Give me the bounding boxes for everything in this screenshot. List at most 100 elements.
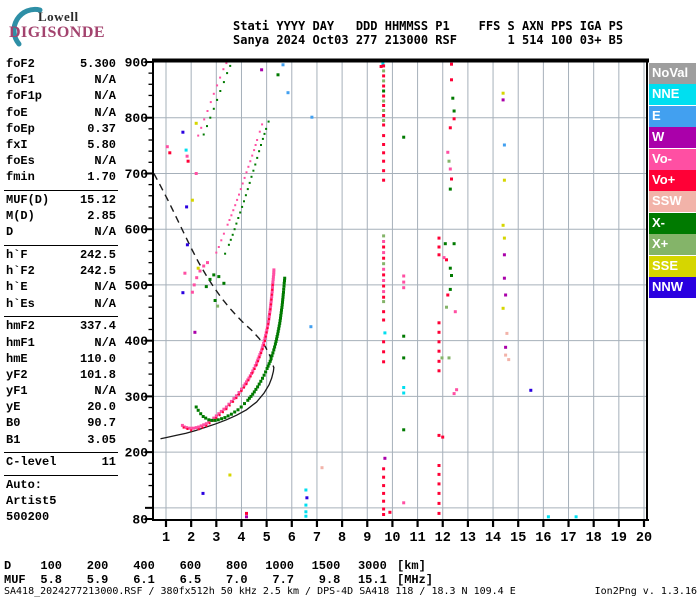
svg-text:15: 15 bbox=[510, 531, 526, 546]
svg-text:7: 7 bbox=[313, 531, 321, 546]
header-field-names: Stati YYYY DAY DDD HHMMSS P1 FFS S AXN P… bbox=[233, 19, 624, 33]
param-value: 242.5 bbox=[79, 248, 116, 263]
svg-text:14: 14 bbox=[485, 531, 501, 546]
param-value: 0.37 bbox=[87, 121, 116, 136]
trace-second-hop-x bbox=[224, 120, 270, 255]
param-value: N/A bbox=[94, 89, 116, 104]
auto-block-line: Auto: bbox=[6, 478, 43, 492]
param-row-ye: yE 20.0 bbox=[6, 400, 116, 416]
param-label: yF1 bbox=[6, 384, 28, 399]
row-value: 1000 bbox=[265, 559, 294, 573]
param-value: N/A bbox=[94, 73, 116, 88]
row-value: 7.0 bbox=[225, 572, 248, 587]
svg-text:18: 18 bbox=[586, 531, 602, 546]
row-value: 100 bbox=[40, 559, 62, 573]
param-value: 90.7 bbox=[87, 416, 116, 431]
svg-text:3: 3 bbox=[212, 531, 220, 546]
param-label: M(D) bbox=[6, 209, 35, 224]
legend-item-x+: X+ bbox=[649, 234, 696, 256]
param-row-b0: B0 90.7 bbox=[6, 416, 116, 432]
param-row-hme: hmE 110.0 bbox=[6, 352, 116, 368]
param-value: N/A bbox=[94, 384, 116, 399]
legend-item-ssw: SSW bbox=[649, 191, 696, 213]
axis-ticks bbox=[145, 61, 646, 527]
panel-divider bbox=[4, 242, 118, 249]
d-row: D 100 200 400 600 800 1000 1500 3000 [km] bbox=[4, 559, 494, 573]
panel-divider bbox=[4, 449, 118, 456]
logo-lowell-text: Lowell bbox=[38, 9, 79, 24]
trace-third-hop-x bbox=[202, 64, 232, 136]
param-row-yf2: yF2 101.8 bbox=[6, 368, 116, 384]
plot-grid bbox=[153, 62, 646, 519]
legend-item-vo-: Vo- bbox=[649, 148, 696, 170]
svg-text:500: 500 bbox=[125, 278, 149, 293]
svg-text:16: 16 bbox=[535, 531, 551, 546]
param-value: 337.4 bbox=[79, 319, 116, 334]
param-value: 110.0 bbox=[79, 351, 116, 366]
d-muf-table: D 100 200 400 600 800 1000 1500 3000 [km] MUF 5.8 5.… bbox=[4, 559, 494, 587]
row-unit: [km] bbox=[397, 559, 426, 573]
param-label: fxI bbox=[6, 137, 28, 152]
legend-item-w: W bbox=[649, 127, 696, 149]
param-label: foF2 bbox=[6, 57, 35, 71]
svg-text:300: 300 bbox=[125, 390, 149, 405]
row-value: 9.8 bbox=[318, 572, 341, 587]
param-label: hmF2 bbox=[6, 319, 35, 334]
row-value: 5.9 bbox=[86, 572, 109, 587]
param-value: N/A bbox=[94, 105, 116, 120]
param-label: yE bbox=[6, 400, 21, 415]
trace-muf-transmission-curve bbox=[153, 173, 275, 368]
x-axis-labels: 1 2 3 4 5 6 7 8 9 10 11 12 13 14 15 16 17 18 19 20 bbox=[162, 531, 652, 546]
row-value: 400 bbox=[133, 559, 155, 573]
param-value: 11 bbox=[101, 455, 116, 470]
param-row-fof1p: foF1p N/A bbox=[6, 89, 116, 105]
panel-divider bbox=[4, 187, 118, 194]
param-row-foes: foEs N/A bbox=[6, 154, 116, 170]
panel-divider bbox=[4, 313, 118, 320]
param-value: N/A bbox=[94, 154, 116, 169]
muf-row: MUF 5.8 5.9 6.1 6.5 7.0 7.7 9.8 15.1 [MHz] bbox=[4, 572, 494, 587]
param-row-h`f: h`F 242.5 bbox=[6, 248, 116, 264]
row-value: 600 bbox=[179, 559, 202, 573]
param-label: MUF(D) bbox=[6, 193, 50, 207]
trace-second-hop-o bbox=[215, 123, 264, 254]
param-label: foF1 bbox=[6, 73, 35, 88]
legend-item-vo+: Vo+ bbox=[649, 169, 696, 191]
row-unit: [MHz] bbox=[397, 572, 434, 587]
svg-text:600: 600 bbox=[125, 223, 149, 238]
row-value: 200 bbox=[86, 559, 109, 573]
param-row-m(d): M(D) 2.85 bbox=[6, 209, 116, 225]
legend-item-sse: SSE bbox=[649, 255, 696, 277]
svg-text:400: 400 bbox=[125, 334, 149, 349]
param-row-h`f2: h`F2 242.5 bbox=[6, 264, 116, 280]
svg-text:2: 2 bbox=[187, 531, 195, 546]
legend-item-nne: NNE bbox=[649, 84, 696, 106]
param-label: B1 bbox=[6, 432, 21, 447]
param-value: 15.12 bbox=[79, 193, 116, 207]
row-value: 6.1 bbox=[133, 572, 155, 587]
param-row-fxi: fxI 5.80 bbox=[6, 138, 116, 154]
trace-third-hop-o bbox=[197, 62, 228, 137]
param-row-muf(d): MUF(D) 15.12 bbox=[6, 193, 116, 209]
param-row-h`e: h`E N/A bbox=[6, 280, 116, 296]
param-value: N/A bbox=[94, 280, 116, 295]
row-value: 5.8 bbox=[40, 572, 62, 587]
param-value: N/A bbox=[94, 296, 116, 311]
param-label: C-level bbox=[6, 455, 57, 470]
footer-version: Ion2Png v. 1.3.16 bbox=[594, 586, 697, 597]
auto-block-line: 500200 bbox=[6, 510, 50, 525]
svg-text:20: 20 bbox=[636, 531, 652, 546]
param-row-h`es: h`Es N/A bbox=[6, 297, 116, 313]
param-label: hmF1 bbox=[6, 335, 35, 350]
legend-item-nnw: NNW bbox=[649, 276, 696, 298]
param-value: 242.5 bbox=[79, 264, 116, 279]
param-row-foep: foEp 0.37 bbox=[6, 122, 116, 138]
param-row-d: D N/A bbox=[6, 225, 116, 241]
svg-text:6: 6 bbox=[288, 531, 296, 546]
param-value: 5.80 bbox=[87, 137, 116, 152]
plot-border bbox=[152, 58, 649, 521]
param-label: D bbox=[6, 225, 14, 240]
param-row-yf1: yF1 N/A bbox=[6, 384, 116, 400]
param-label: foEp bbox=[6, 121, 35, 136]
